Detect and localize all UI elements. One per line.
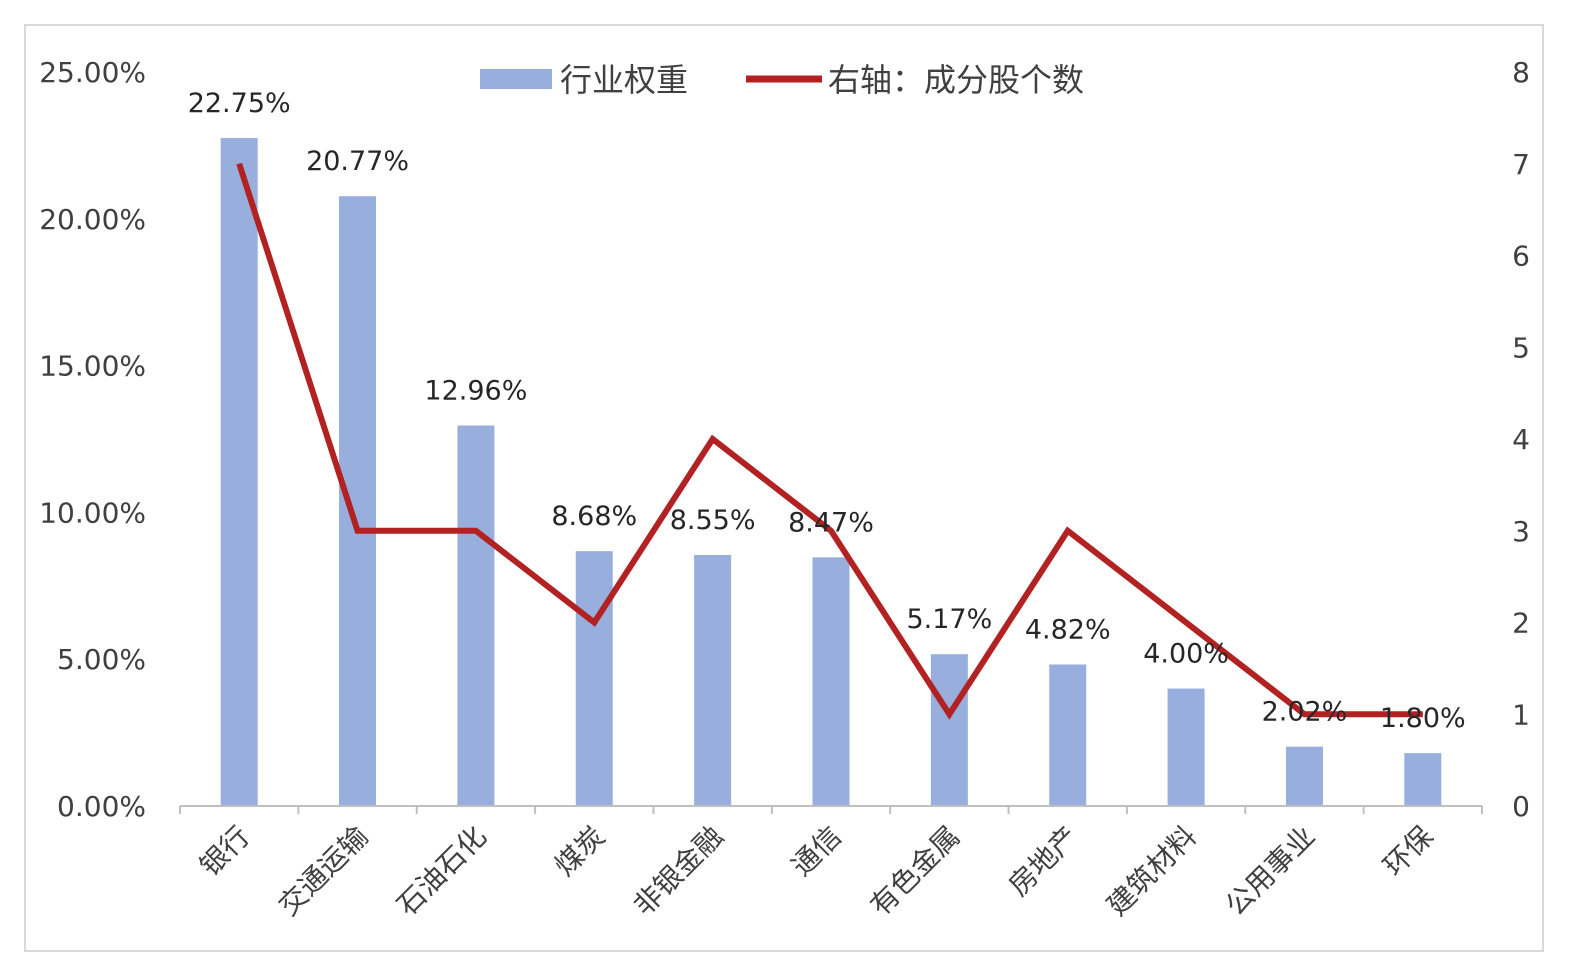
y-left-tick-label-1: 5.00% <box>57 643 146 676</box>
bar-5 <box>812 557 850 806</box>
line-point-9 <box>1303 713 1305 715</box>
data-label-0: 22.75% <box>188 88 291 119</box>
y-left-tick-label-0: 0.00% <box>57 790 146 823</box>
data-label-9: 2.02% <box>1262 697 1348 728</box>
bars-group <box>220 138 1442 806</box>
data-label-7: 4.82% <box>1025 614 1111 645</box>
y-right-tick-label-6: 6 <box>1512 240 1530 273</box>
bar-1 <box>339 196 377 806</box>
x-tick-label-3: 煤炭 <box>548 820 611 883</box>
line-point-4 <box>712 438 714 440</box>
bar-10 <box>1404 753 1442 806</box>
data-label-2: 12.96% <box>424 375 527 406</box>
data-label-6: 5.17% <box>906 604 992 635</box>
data-label-3: 8.68% <box>551 501 637 532</box>
y-left-tick-label-2: 10.00% <box>39 496 146 529</box>
y-right-tick-label-4: 4 <box>1512 423 1530 456</box>
x-tick-label-9: 公用事业 <box>1219 820 1322 923</box>
data-label-8: 4.00% <box>1143 639 1229 670</box>
legend-label-bar: 行业权重 <box>560 61 688 99</box>
line-point-10 <box>1422 713 1424 715</box>
bar-6 <box>930 654 968 806</box>
legend-swatch-bar <box>480 69 552 89</box>
line-point-0 <box>238 163 240 165</box>
data-label-10: 1.80% <box>1380 703 1466 734</box>
x-tick-label-10: 环保 <box>1377 820 1440 883</box>
x-tick-label-6: 有色金属 <box>864 820 967 923</box>
line-point-1 <box>357 530 359 532</box>
x-tick-label-8: 建筑材料 <box>1100 820 1203 923</box>
y-left-tick-label-5: 25.00% <box>39 56 146 89</box>
y-right-tick-label-0: 0 <box>1512 790 1530 823</box>
y-right-tick-label-2: 2 <box>1512 607 1530 640</box>
line-group <box>236 162 1424 720</box>
line-point-6 <box>948 713 950 715</box>
data-label-1: 20.77% <box>306 146 409 177</box>
bar-9 <box>1285 746 1323 806</box>
x-tick-label-5: 通信 <box>785 820 848 883</box>
data-labels-group: 22.75% 20.77% 12.96% 8.68% 8.55% 8.47% 5.17% 4.… <box>188 88 1466 734</box>
data-label-4: 8.55% <box>670 505 756 536</box>
x-tick-label-7: 房地产 <box>1002 820 1085 903</box>
y-left-tick-label-4: 20.00% <box>39 203 146 236</box>
y-right-tick-label-5: 5 <box>1512 331 1530 364</box>
legend-label-line: 右轴：成分股个数 <box>828 61 1084 99</box>
x-tick-label-2: 石油石化 <box>390 820 493 923</box>
line-point-3 <box>593 622 595 623</box>
bar-4 <box>694 554 732 806</box>
bar-2 <box>457 425 495 806</box>
data-label-5: 8.47% <box>788 507 874 538</box>
bar-3 <box>575 551 613 806</box>
bar-0 <box>220 138 258 806</box>
bar-8 <box>1167 688 1205 806</box>
y-right-tick-label-3: 3 <box>1512 515 1530 548</box>
legend: 行业权重 右轴：成分股个数 <box>480 61 1084 99</box>
x-tick-label-0: 银行 <box>193 820 256 883</box>
y-right-tick-label-7: 7 <box>1512 148 1530 181</box>
line-point-5 <box>830 530 832 532</box>
x-tick-label-4: 非银金融 <box>627 820 730 923</box>
x-tick-label-1: 交通运输 <box>272 820 375 923</box>
y-right-tick-label-1: 1 <box>1512 698 1530 731</box>
y-left-tick-label-3: 15.00% <box>39 350 146 383</box>
line-point-2 <box>475 530 477 532</box>
y-right-tick-label-8: 8 <box>1512 56 1530 89</box>
line-point-7 <box>1067 530 1069 532</box>
line-point-8 <box>1185 622 1187 623</box>
bar-7 <box>1049 664 1087 806</box>
